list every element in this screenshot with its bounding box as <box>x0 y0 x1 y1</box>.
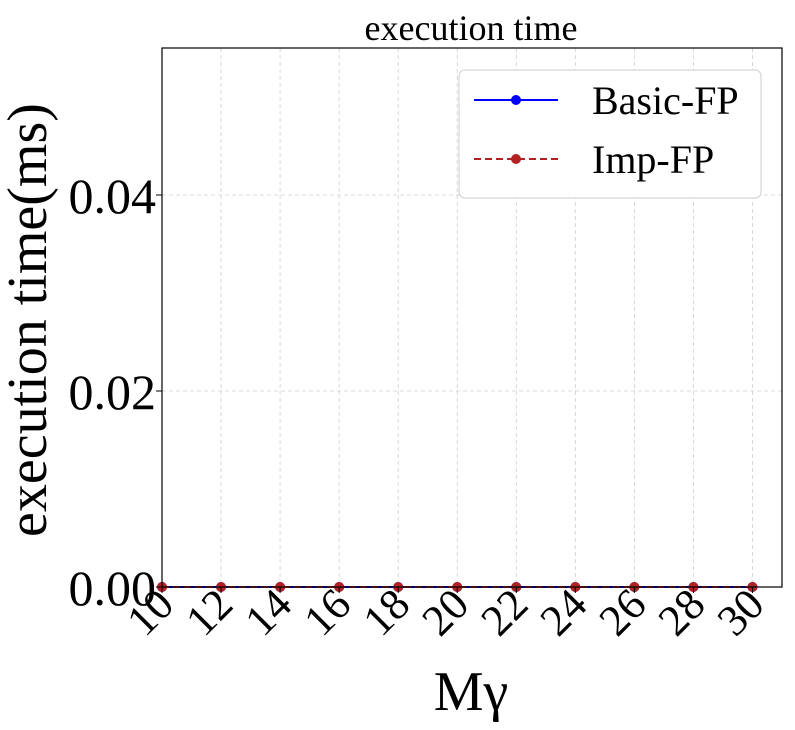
x-tick-label: 14 <box>235 579 301 645</box>
y-tick-label: 0.00 <box>69 560 157 616</box>
x-axis-label: Mγ <box>434 661 509 723</box>
x-tick-label: 30 <box>708 579 774 645</box>
legend-marker-imp-fp <box>511 154 521 164</box>
y-axis-label: execution time(ms) <box>0 103 59 537</box>
plot-frame <box>161 47 783 588</box>
grid-layer <box>161 48 782 588</box>
x-tick-label: 28 <box>649 579 715 645</box>
legend: Basic-FP Imp-FP <box>458 69 762 199</box>
chart-title: execution time <box>365 8 578 48</box>
x-tick-label: 20 <box>413 579 479 645</box>
legend-box <box>458 69 762 199</box>
legend-label-imp-fp: Imp-FP <box>592 137 714 182</box>
y-tick-label: 0.04 <box>69 168 157 224</box>
x-tick-label: 18 <box>354 579 420 645</box>
y-tick-label: 0.02 <box>69 364 157 420</box>
x-tick-label: 22 <box>472 579 538 645</box>
y-ticks: 0.00 0.02 0.04 <box>69 168 162 616</box>
x-tick-label: 26 <box>590 579 656 645</box>
x-tick-label: 12 <box>176 579 242 645</box>
x-tick-label: 24 <box>531 579 597 645</box>
legend-marker-basic-fp <box>511 95 521 105</box>
x-tick-label: 16 <box>294 579 360 645</box>
legend-label-basic-fp: Basic-FP <box>592 78 739 123</box>
